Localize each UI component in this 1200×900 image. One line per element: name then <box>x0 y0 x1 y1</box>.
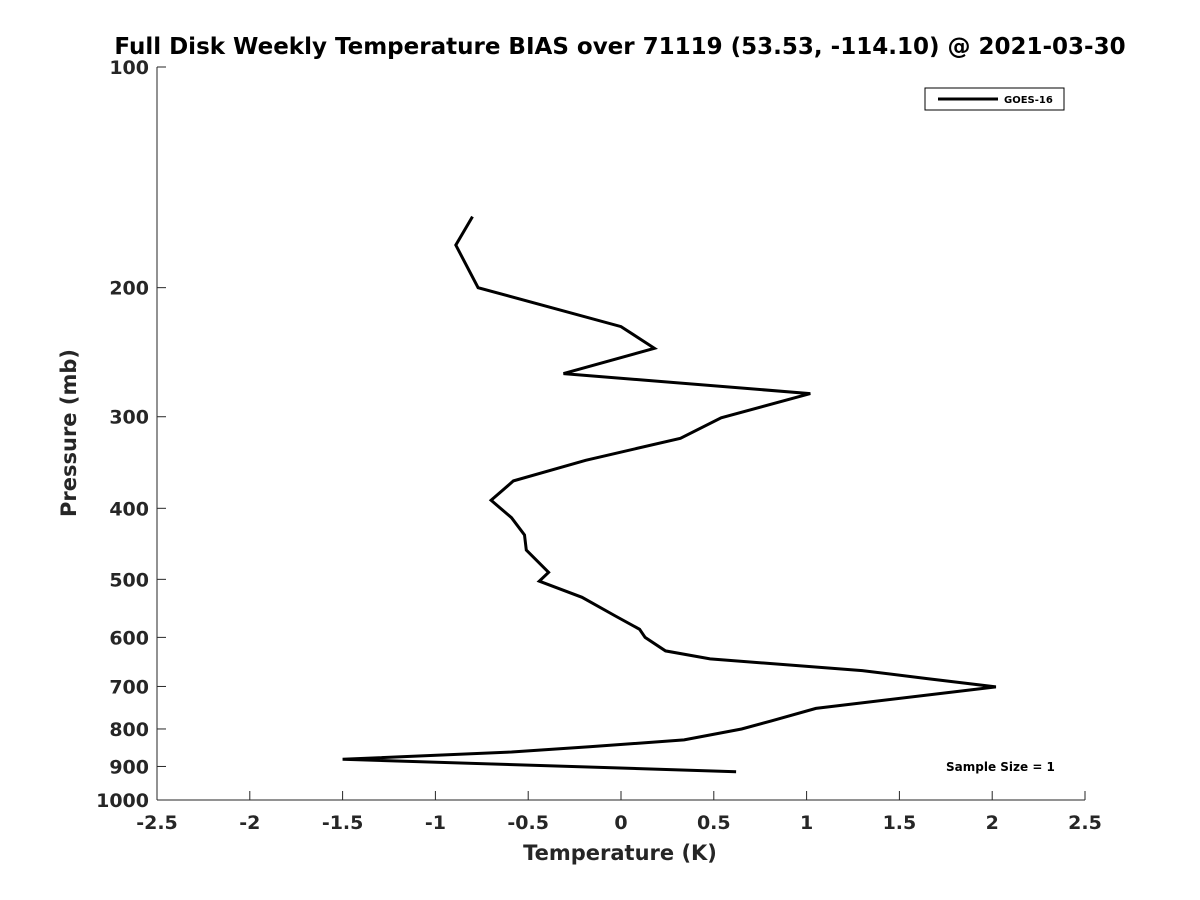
y-tick-label: 700 <box>109 676 149 698</box>
x-tick-label: 1.5 <box>883 812 917 834</box>
chart-title: Full Disk Weekly Temperature BIAS over 7… <box>114 34 1125 60</box>
x-tick-label: -1 <box>425 812 446 834</box>
y-tick-label: 800 <box>109 719 149 741</box>
x-tick-label: 1 <box>800 812 813 834</box>
x-tick-label: 2.5 <box>1068 812 1102 834</box>
x-tick-label: -1.5 <box>322 812 364 834</box>
axes <box>156 67 1085 801</box>
x-tick-label: 0.5 <box>697 812 731 834</box>
y-axis-label: Pressure (mb) <box>57 349 81 517</box>
x-tick-label: -0.5 <box>507 812 549 834</box>
y-ticks: 100 200 300 400 500 600 700 800 900 1000 <box>96 57 166 812</box>
y-tick-label: 1000 <box>96 790 149 812</box>
series-lines <box>342 215 997 774</box>
y-tick-label: 600 <box>109 627 149 649</box>
legend: GOES-16 <box>924 87 1065 111</box>
x-tick-label: 0 <box>614 812 627 834</box>
y-tick-label: 900 <box>109 756 149 778</box>
y-tick-label: 300 <box>109 407 149 429</box>
x-ticks: -2.5 -2 -1.5 -1 -0.5 0 0.5 1 1.5 2 2.5 <box>136 791 1102 834</box>
y-tick-label: 100 <box>109 57 149 79</box>
y-tick-label: 200 <box>109 278 149 300</box>
legend-label-goes-16: GOES-16 <box>1004 95 1053 106</box>
y-tick-label: 400 <box>109 498 149 520</box>
x-tick-label: -2.5 <box>136 812 178 834</box>
y-tick-label: 500 <box>109 569 149 591</box>
x-tick-label: -2 <box>239 812 260 834</box>
series-line-goes-16 <box>342 215 997 774</box>
x-tick-label: 2 <box>986 812 999 834</box>
sample-size-annotation: Sample Size = 1 <box>946 760 1055 774</box>
x-axis-label: Temperature (K) <box>523 841 717 865</box>
